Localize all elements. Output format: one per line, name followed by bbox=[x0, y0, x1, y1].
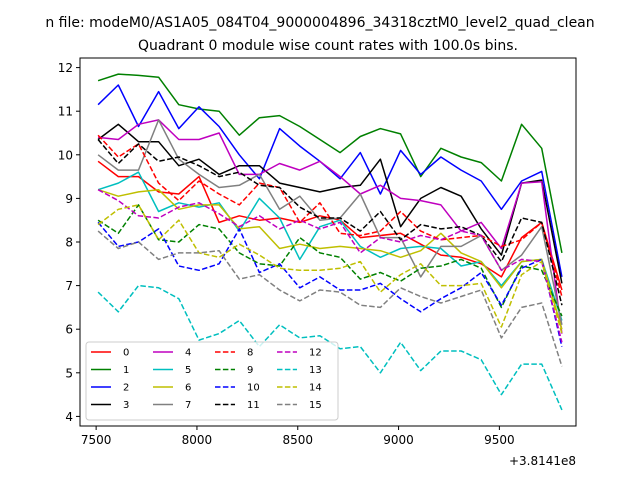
y-tick-label: 10 bbox=[58, 148, 73, 162]
series-line-15 bbox=[97, 230, 563, 367]
series-line-14 bbox=[97, 204, 563, 334]
x-tick-label: 8000 bbox=[182, 433, 213, 447]
y-tick-label: 12 bbox=[58, 61, 73, 75]
y-tick-label: 4 bbox=[65, 410, 73, 424]
y-tick-label: 9 bbox=[65, 192, 73, 206]
x-tick-label: 7500 bbox=[81, 433, 112, 447]
series-line-4 bbox=[98, 119, 563, 334]
y-tick-label: 6 bbox=[65, 323, 73, 337]
plot-frame bbox=[79, 57, 577, 427]
series-line-9 bbox=[97, 204, 563, 317]
series-layer bbox=[97, 73, 563, 411]
legend-label-6: 6 bbox=[185, 383, 191, 394]
legend-label-10: 10 bbox=[247, 383, 260, 394]
legend-label-1: 1 bbox=[123, 365, 129, 376]
x-tick-label: 9000 bbox=[383, 433, 414, 447]
x-tick-label: 8500 bbox=[282, 433, 313, 447]
legend-label-2: 2 bbox=[123, 383, 129, 394]
x-tick-label: 9500 bbox=[484, 433, 515, 447]
y-tick-label: 5 bbox=[65, 366, 73, 380]
series-line-6 bbox=[97, 188, 563, 330]
y-tick-label: 11 bbox=[58, 105, 73, 119]
series-line-10 bbox=[97, 221, 563, 347]
legend-label-11: 11 bbox=[247, 400, 260, 411]
legend-frame bbox=[85, 341, 339, 421]
legend-label-12: 12 bbox=[309, 348, 322, 359]
legend-label-0: 0 bbox=[123, 348, 129, 359]
legend-label-3: 3 bbox=[123, 400, 129, 411]
series-line-12 bbox=[97, 189, 563, 343]
series-line-1 bbox=[97, 73, 563, 254]
x-offset-label: +3.8141e8 bbox=[509, 454, 576, 468]
legend-label-4: 4 bbox=[185, 348, 191, 359]
y-tick-label: 7 bbox=[65, 279, 73, 293]
chart-title: Quadrant 0 module wise count rates with … bbox=[138, 38, 518, 54]
legend-label-13: 13 bbox=[309, 365, 322, 376]
legend-label-5: 5 bbox=[185, 365, 191, 376]
legend-label-9: 9 bbox=[247, 365, 253, 376]
legend-label-14: 14 bbox=[309, 383, 322, 394]
legend-label-8: 8 bbox=[247, 348, 253, 359]
legend-label-7: 7 bbox=[185, 400, 191, 411]
y-tick-label: 8 bbox=[65, 236, 73, 250]
legend-label-15: 15 bbox=[309, 400, 322, 411]
series-line-3 bbox=[97, 123, 563, 284]
figure-suptitle: n file: modeM0/AS1A05_084T04_9000004896_… bbox=[45, 15, 594, 31]
series-line-2 bbox=[97, 84, 563, 278]
